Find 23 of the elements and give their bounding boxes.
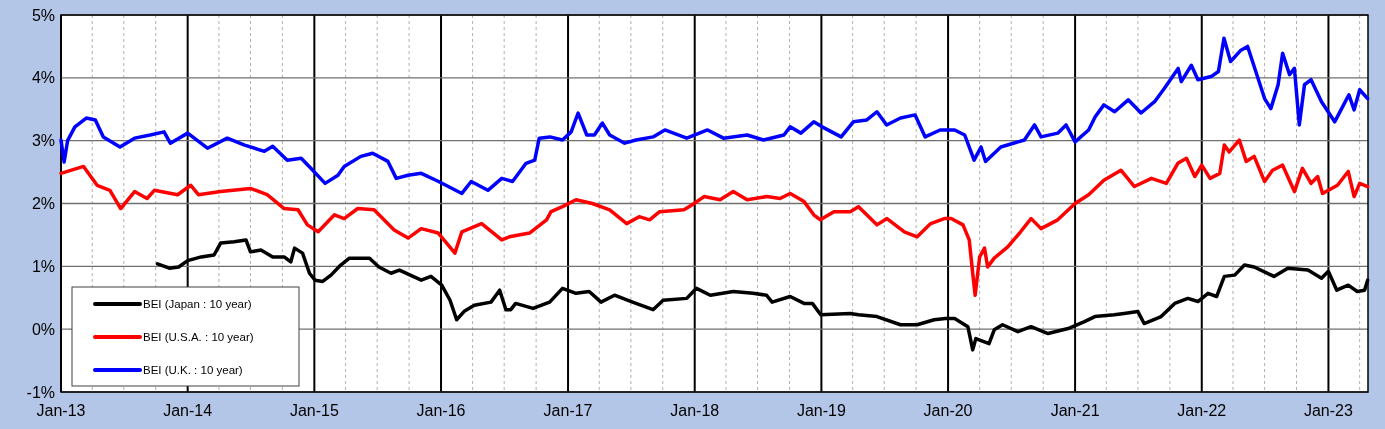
x-tick-label: Jan-19	[796, 402, 846, 419]
x-tick-label: Jan-22	[1177, 402, 1227, 419]
line-series	[59, 36, 1370, 196]
y-tick-label: -1%	[26, 383, 55, 401]
x-tick-label: Jan-16	[416, 402, 466, 419]
y-tick-label: 4%	[31, 69, 55, 87]
legend-label: BEI (U.S.A. : 10 year)	[143, 331, 254, 344]
x-tick-label: Jan-15	[289, 402, 339, 419]
legend-label: BEI (U.K. : 10 year)	[143, 364, 243, 377]
y-tick-label: 0%	[31, 320, 55, 338]
y-tick-label: 2%	[31, 195, 55, 213]
y-tick-label: 1%	[31, 257, 55, 275]
y-tick-label: 3%	[31, 132, 55, 150]
x-tick-label: Jan-23	[1303, 402, 1353, 419]
x-tick-label: Jan-18	[670, 402, 720, 419]
x-tick-label: Jan-20	[923, 402, 973, 419]
y-tick-label: 5%	[31, 6, 55, 24]
legend-label: BEI (Japan : 10 year)	[143, 298, 252, 311]
x-tick-label: Jan-14	[163, 402, 213, 419]
x-tick-label: Jan-21	[1050, 402, 1100, 419]
x-tick-label: Jan-13	[36, 402, 86, 419]
x-tick-label: Jan-17	[543, 402, 593, 419]
line-series	[59, 138, 1370, 297]
